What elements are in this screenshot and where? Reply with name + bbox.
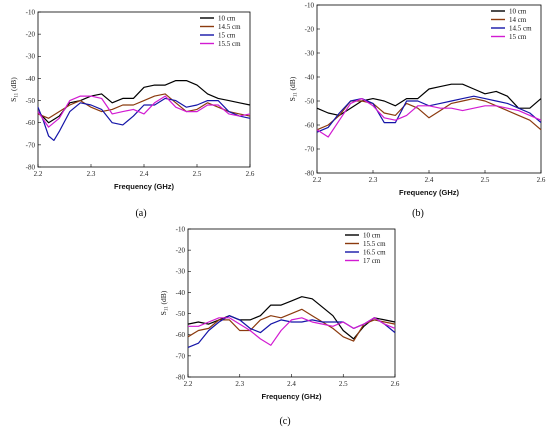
y-tick-label: -20	[305, 25, 315, 33]
x-tick-label: 2.5	[339, 380, 348, 388]
series-line-14-5-cm	[37, 93, 251, 119]
series-line-15-cm	[316, 98, 542, 138]
x-tick-label: 2.5	[193, 170, 202, 178]
x-tick-label: 2.3	[87, 170, 96, 178]
x-tick-label: 2.6	[246, 170, 255, 178]
y-tick-label: -50	[26, 97, 36, 105]
y-tick-label: -20	[176, 247, 186, 255]
x-tick-label: 2.4	[287, 380, 296, 388]
y-tick-label: -70	[305, 145, 315, 153]
x-tick-label: 2.2	[34, 170, 43, 178]
chart-panel-2: -80 -70 -60 -50 -40 -30 -20 -10 2.2 2.3 2.4 2.5 2.6 F…	[288, 1, 546, 219]
y-tick-label: -80	[305, 169, 315, 177]
y-tick-label: -60	[176, 331, 186, 339]
panel-label: (a)	[135, 208, 146, 219]
x-tick-label: 2.2	[184, 380, 193, 388]
x-tick-label: 2.6	[391, 380, 400, 388]
legend-label: 14.5 cm	[218, 23, 241, 31]
x-axis-label: Frequency (GHz)	[399, 188, 460, 197]
y-tick-label: -40	[176, 289, 186, 297]
y-tick-label: -10	[176, 225, 186, 233]
legend-label: 10 cm	[218, 15, 236, 23]
y-tick-label: -80	[26, 163, 36, 171]
y-tick-label: -40	[26, 75, 36, 83]
x-axis-label: Frequency (GHz)	[114, 182, 175, 191]
y-axis-label: S11 (dB)	[159, 290, 170, 315]
series-line-10-cm	[37, 80, 251, 124]
series-line-10-cm	[316, 83, 542, 116]
legend-label: 14 cm	[509, 16, 527, 24]
chart-panel-3: -80 -70 -60 -50 -40 -30 -20 -10 2.2 2.3 2.4 2.5 2.6 F…	[159, 225, 400, 427]
legend-label: 14.5 cm	[509, 25, 532, 33]
panel-label: (b)	[412, 208, 424, 219]
y-tick-label: -10	[26, 8, 36, 16]
x-tick-label: 2.3	[235, 380, 244, 388]
x-tick-label: 2.2	[313, 176, 322, 184]
legend-label: 10 cm	[363, 232, 381, 240]
y-tick-label: -50	[305, 97, 315, 105]
series-line-17-cm	[188, 317, 396, 346]
legend-label: 15 cm	[218, 32, 236, 40]
y-axis-label: S11 (dB)	[9, 77, 20, 102]
legend-label: 16.5 cm	[363, 249, 386, 257]
x-axis-label: Frequency (GHz)	[261, 392, 322, 401]
panel-label: (c)	[279, 416, 290, 427]
y-tick-label: -60	[305, 121, 315, 129]
series-line-14-cm	[316, 98, 542, 131]
legend-label: 15.5 cm	[363, 240, 386, 248]
y-tick-label: -30	[26, 53, 36, 61]
legend-label: 15.5 cm	[218, 40, 241, 48]
y-tick-label: -10	[305, 1, 315, 9]
y-tick-label: -70	[176, 352, 186, 360]
x-tick-label: 2.4	[140, 170, 149, 178]
y-tick-label: -20	[26, 31, 36, 39]
legend-label: 17 cm	[363, 257, 381, 265]
legend-label: 15 cm	[509, 33, 527, 41]
y-tick-label: -60	[26, 119, 36, 127]
legend-label: 10 cm	[509, 8, 527, 16]
y-tick-label: -30	[176, 268, 186, 276]
chart-panel-1: -80 -70 -60 -50 -40 -30 -20 -10 2.2 2.3 2.4 2.5 2.6 F…	[9, 8, 255, 219]
series-line-14-5-cm	[316, 95, 542, 133]
y-tick-label: -30	[305, 49, 315, 57]
x-tick-label: 2.6	[537, 176, 546, 184]
y-tick-label: -70	[26, 141, 36, 149]
y-tick-label: -50	[176, 310, 186, 318]
series-line-15-5-cm	[187, 308, 396, 342]
y-axis-label: S11 (dB)	[288, 76, 299, 101]
y-tick-label: -40	[305, 73, 315, 81]
x-tick-label: 2.3	[369, 176, 378, 184]
x-tick-label: 2.4	[425, 176, 434, 184]
y-tick-label: -80	[176, 373, 186, 381]
series-line-15-cm	[37, 97, 251, 141]
series-line-15-5-cm	[37, 95, 251, 128]
x-tick-label: 2.5	[481, 176, 490, 184]
